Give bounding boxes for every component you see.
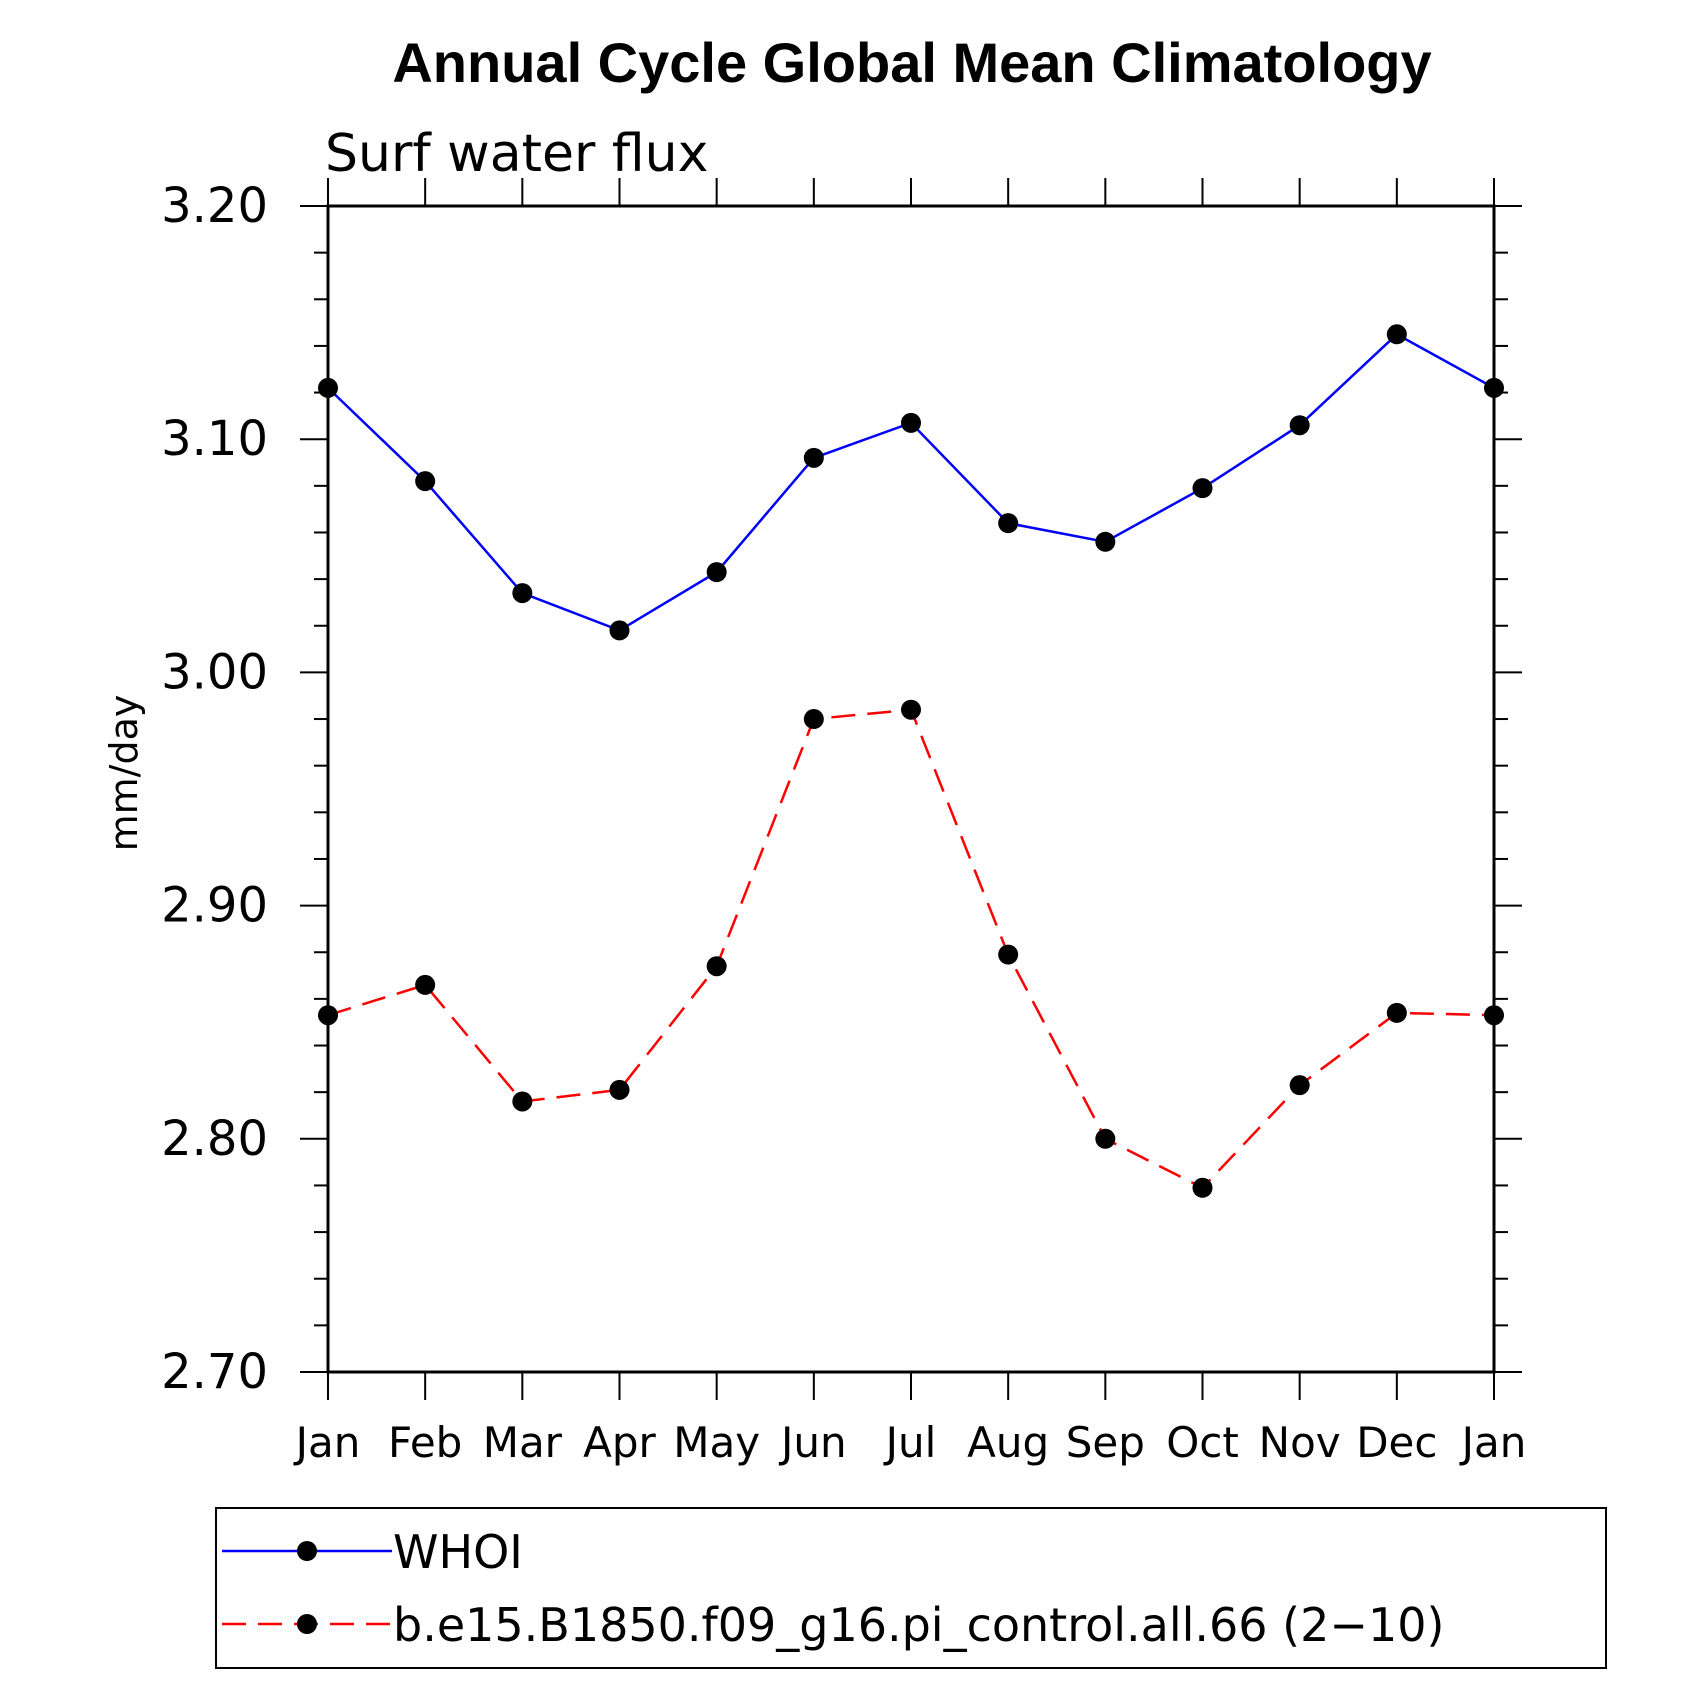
y-axis-label: mm/day: [102, 695, 146, 852]
y-tick-label: 3.00: [161, 644, 268, 700]
legend: WHOI b.e15.B1850.f09_g16.pi_control.all.…: [215, 1507, 1607, 1669]
chart-subtitle: Surf water flux: [325, 124, 708, 184]
x-tick-label: Aug: [967, 1418, 1049, 1467]
x-tick-label: Apr: [583, 1418, 656, 1467]
series-line-1: [327, 708, 1495, 1190]
y-tick-label: 2.70: [161, 1344, 268, 1400]
x-tick-label: Nov: [1259, 1418, 1341, 1467]
chart-title: Annual Cycle Global Mean Climatology: [392, 31, 1431, 94]
data-point-0: [1192, 478, 1213, 499]
data-point-0: [803, 447, 824, 468]
data-point-0: [901, 412, 921, 433]
data-point-1: [803, 709, 824, 730]
data-point-1: [512, 1091, 533, 1112]
data-point-1: [998, 944, 1019, 965]
x-tick-label: Jul: [883, 1418, 937, 1467]
data-point-0: [1289, 415, 1310, 436]
data-point-1: [706, 956, 727, 977]
x-tick-labels: Jan Feb Mar Apr May Jun Jul Aug Sep Oct Nov Dec Jan: [293, 1418, 1527, 1467]
x-tick-label: Sep: [1066, 1418, 1145, 1467]
data-point-0: [512, 583, 533, 604]
y-tick-labels: 3.20 3.10 3.00 2.90 2.80 2.70: [161, 178, 268, 1400]
data-point-1: [1095, 1128, 1116, 1149]
data-point-0: [706, 562, 727, 583]
data-point-1: [415, 974, 436, 995]
data-point-1: [1192, 1177, 1213, 1198]
data-point-1: [609, 1079, 630, 1100]
x-tick-label: Mar: [483, 1418, 563, 1467]
data-point-0: [1386, 324, 1407, 345]
plot-frame: [326, 204, 1496, 1374]
y-tick-label: 2.80: [161, 1111, 268, 1167]
x-tick-label: Oct: [1166, 1418, 1239, 1467]
x-tick-label: Jan: [1459, 1418, 1527, 1467]
y-tick-label: 3.20: [161, 178, 268, 234]
data-point-0: [998, 513, 1019, 534]
legend-marker-whoi: [297, 1541, 317, 1561]
x-tick-label: Feb: [388, 1418, 462, 1467]
x-tick-label: May: [673, 1418, 760, 1467]
series-layer: [318, 324, 1504, 1198]
data-point-0: [415, 471, 436, 492]
y-tick-label: 3.10: [161, 411, 268, 467]
x-tick-label: Jun: [778, 1418, 847, 1467]
x-tick-label: Dec: [1356, 1418, 1437, 1467]
legend-label-model: b.e15.B1850.f09_g16.pi_control.all.66 (2…: [393, 1598, 1444, 1652]
legend-marker-model: [297, 1614, 317, 1634]
x-tick-label: Jan: [293, 1418, 361, 1467]
axis-ticks: [300, 178, 1522, 1400]
series-line-0: [327, 332, 1495, 632]
data-point-1: [1289, 1075, 1310, 1096]
data-point-1: [901, 699, 921, 720]
data-point-0: [609, 620, 630, 641]
y-tick-label: 2.90: [161, 878, 268, 934]
data-point-0: [1095, 531, 1116, 552]
legend-label-whoi: WHOI: [393, 1525, 523, 1579]
legend-box: [215, 1507, 1607, 1669]
data-point-1: [1386, 1002, 1407, 1023]
